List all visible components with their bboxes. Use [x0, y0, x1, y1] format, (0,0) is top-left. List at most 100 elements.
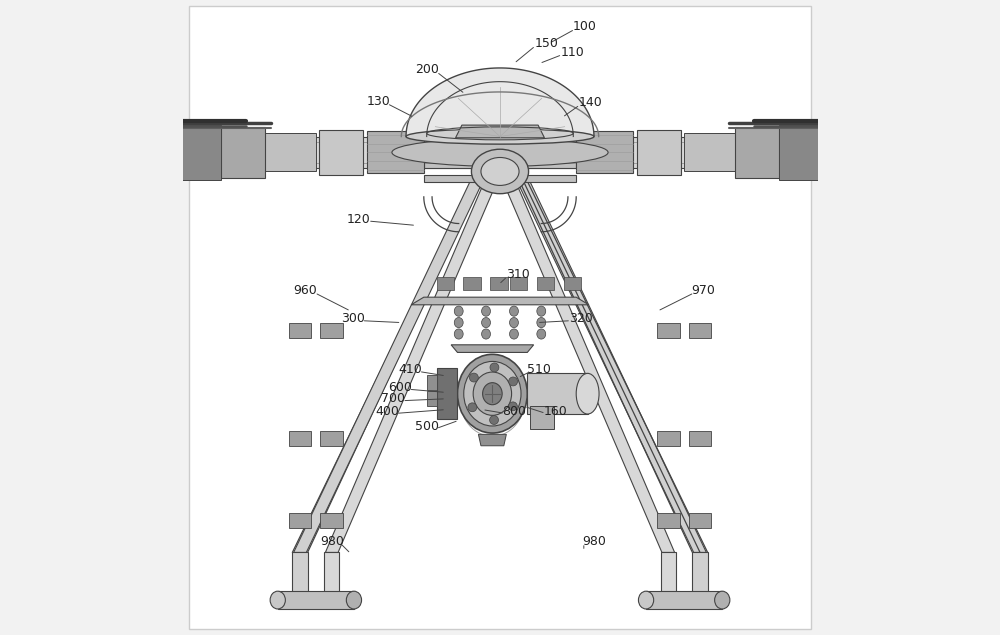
Ellipse shape: [346, 591, 362, 609]
Text: 130: 130: [366, 95, 390, 108]
Text: 800: 800: [502, 405, 526, 418]
Polygon shape: [437, 368, 457, 419]
Ellipse shape: [457, 354, 527, 433]
Polygon shape: [221, 127, 265, 178]
Ellipse shape: [270, 591, 285, 609]
Ellipse shape: [454, 329, 463, 339]
Text: 310: 310: [506, 268, 530, 281]
Ellipse shape: [406, 129, 594, 144]
Ellipse shape: [537, 329, 546, 339]
Ellipse shape: [510, 329, 518, 339]
Polygon shape: [294, 175, 486, 552]
Text: 960: 960: [293, 284, 317, 297]
Text: 160: 160: [544, 405, 568, 418]
Polygon shape: [657, 323, 680, 338]
Polygon shape: [427, 375, 437, 390]
Polygon shape: [289, 513, 311, 528]
Ellipse shape: [490, 415, 498, 424]
Text: 140: 140: [578, 97, 602, 109]
Text: 500: 500: [415, 420, 439, 433]
Ellipse shape: [481, 157, 519, 185]
Ellipse shape: [537, 318, 546, 328]
Polygon shape: [661, 552, 676, 594]
Ellipse shape: [508, 402, 517, 411]
Polygon shape: [427, 391, 437, 406]
Text: 980: 980: [582, 535, 606, 547]
Polygon shape: [689, 431, 711, 446]
Text: 980: 980: [320, 535, 344, 547]
Polygon shape: [576, 131, 633, 173]
Text: 120: 120: [347, 213, 371, 225]
Ellipse shape: [490, 363, 499, 372]
Ellipse shape: [471, 149, 529, 194]
Polygon shape: [456, 125, 544, 138]
Polygon shape: [278, 591, 354, 609]
Polygon shape: [530, 406, 554, 429]
Polygon shape: [514, 175, 706, 552]
Polygon shape: [424, 175, 576, 182]
Ellipse shape: [454, 318, 463, 328]
Polygon shape: [176, 125, 221, 180]
Polygon shape: [490, 277, 508, 290]
Polygon shape: [500, 175, 675, 552]
Polygon shape: [320, 431, 343, 446]
Ellipse shape: [510, 318, 518, 328]
Text: 970: 970: [691, 284, 715, 297]
Polygon shape: [527, 373, 588, 414]
Polygon shape: [564, 277, 581, 290]
Polygon shape: [367, 131, 424, 173]
Polygon shape: [657, 431, 680, 446]
Polygon shape: [779, 125, 824, 180]
Polygon shape: [684, 133, 735, 171]
Polygon shape: [320, 323, 343, 338]
Ellipse shape: [482, 318, 490, 328]
Polygon shape: [320, 513, 343, 528]
Polygon shape: [325, 175, 500, 552]
Polygon shape: [424, 137, 576, 168]
Text: 600: 600: [388, 381, 412, 394]
Text: 150: 150: [534, 37, 558, 50]
Ellipse shape: [510, 306, 518, 316]
Polygon shape: [510, 277, 527, 290]
Text: 410: 410: [398, 363, 422, 376]
Text: 110: 110: [561, 46, 584, 58]
Polygon shape: [451, 345, 534, 352]
Text: 700: 700: [381, 392, 405, 405]
Polygon shape: [182, 137, 818, 168]
Polygon shape: [411, 297, 589, 305]
Polygon shape: [289, 323, 311, 338]
Polygon shape: [292, 552, 308, 594]
Polygon shape: [406, 68, 594, 137]
Polygon shape: [646, 591, 722, 609]
Text: 320: 320: [569, 312, 593, 325]
Ellipse shape: [576, 373, 599, 414]
Polygon shape: [692, 552, 708, 594]
Polygon shape: [289, 431, 311, 446]
Ellipse shape: [473, 372, 512, 415]
Polygon shape: [319, 130, 363, 175]
Polygon shape: [689, 513, 711, 528]
Ellipse shape: [482, 329, 490, 339]
Text: 400: 400: [375, 405, 399, 418]
Ellipse shape: [468, 403, 477, 411]
Polygon shape: [463, 277, 481, 290]
Polygon shape: [478, 434, 506, 446]
Ellipse shape: [392, 138, 608, 166]
Ellipse shape: [638, 591, 654, 609]
Text: 300: 300: [341, 312, 365, 325]
Ellipse shape: [537, 306, 546, 316]
Polygon shape: [324, 552, 339, 594]
Polygon shape: [657, 513, 680, 528]
Polygon shape: [735, 127, 779, 178]
Ellipse shape: [483, 383, 502, 404]
Polygon shape: [436, 277, 454, 290]
Ellipse shape: [454, 306, 463, 316]
Text: 510: 510: [527, 363, 551, 376]
Polygon shape: [537, 277, 554, 290]
Ellipse shape: [464, 361, 521, 426]
Text: 100: 100: [573, 20, 597, 33]
Ellipse shape: [715, 591, 730, 609]
Ellipse shape: [509, 377, 518, 386]
Text: 200: 200: [415, 64, 439, 76]
Ellipse shape: [469, 373, 478, 382]
